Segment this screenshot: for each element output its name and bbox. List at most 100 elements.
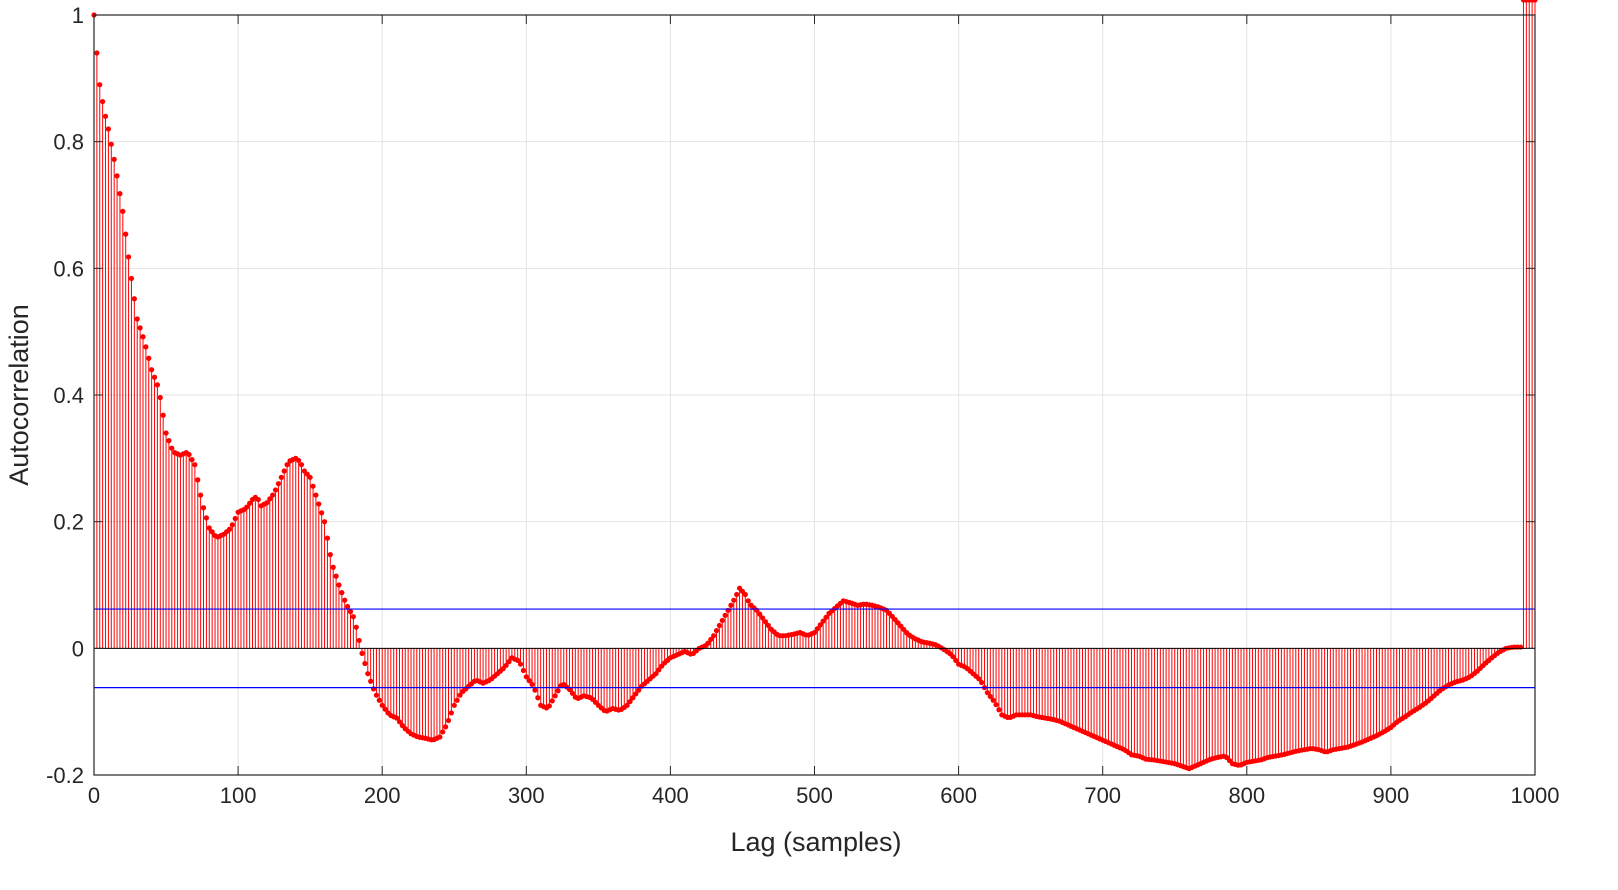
axes-frame xyxy=(93,14,1536,776)
x-tick-label: 1000 xyxy=(1511,783,1560,808)
stem-marker xyxy=(817,622,823,628)
stem-marker xyxy=(203,515,209,521)
stem-marker xyxy=(313,492,319,498)
stem-marker xyxy=(278,474,284,480)
stem-marker xyxy=(330,564,336,570)
stem-marker xyxy=(760,615,766,621)
stem-marker xyxy=(120,208,126,214)
stem-marker xyxy=(232,515,238,522)
stem-marker xyxy=(316,501,322,507)
stem-marker xyxy=(350,614,356,620)
stem-marker xyxy=(762,619,769,625)
stem-marker xyxy=(151,374,158,380)
stem-marker xyxy=(515,657,521,663)
stem-marker xyxy=(267,496,273,502)
stem-marker xyxy=(149,367,155,373)
stem-marker xyxy=(1517,644,1524,650)
stem-marker xyxy=(624,702,630,708)
stem-marker xyxy=(140,334,146,340)
stem-marker xyxy=(376,697,382,703)
stem-marker xyxy=(368,678,374,684)
stem-marker xyxy=(186,451,192,458)
x-tick-label: 100 xyxy=(220,783,257,808)
y-axis-label: Autocorrelation xyxy=(4,304,34,486)
y-tick-label: 0.8 xyxy=(53,130,84,155)
y-tick-label: 0.4 xyxy=(53,383,84,408)
stem-marker xyxy=(517,661,524,667)
stem-marker xyxy=(117,191,123,197)
stem-marker xyxy=(379,702,385,708)
stem-marker xyxy=(996,707,1002,713)
x-tick-label: 300 xyxy=(508,783,545,808)
stem-marker xyxy=(270,492,276,498)
stem-marker xyxy=(131,296,137,302)
stem-marker xyxy=(327,552,333,558)
stem-marker xyxy=(169,445,175,451)
stem-marker xyxy=(552,693,558,699)
stem-marker xyxy=(716,622,722,629)
x-tick-label: 800 xyxy=(1228,783,1265,808)
stem-marker xyxy=(345,603,351,610)
stem-marker xyxy=(523,674,529,680)
stem-marker xyxy=(359,650,365,657)
stems xyxy=(93,0,1536,769)
stem-marker xyxy=(526,678,532,684)
stem-marker xyxy=(229,522,235,528)
stem-marker xyxy=(976,676,982,682)
stem-marker xyxy=(454,697,460,703)
stem-marker xyxy=(353,624,359,630)
stem-marker xyxy=(310,483,316,489)
stem-marker xyxy=(339,590,345,596)
stem-marker xyxy=(324,535,331,541)
stem-marker xyxy=(94,50,100,56)
stem-marker xyxy=(275,481,282,487)
stem-marker xyxy=(102,113,109,119)
stem-marker xyxy=(529,681,535,688)
stem-marker xyxy=(298,462,305,468)
stem-marker xyxy=(569,690,576,696)
tick-labels: 0 100 200 300 400 500 600 700 800 900 1000-0.200.2… xyxy=(46,3,1559,808)
stem-marker xyxy=(319,510,325,516)
stem-marker xyxy=(189,457,195,463)
stem-marker xyxy=(731,597,737,603)
stem-marker xyxy=(742,591,748,598)
stem-marker xyxy=(272,487,279,493)
y-tick-label: 0.6 xyxy=(53,256,84,281)
stem-marker xyxy=(143,344,149,350)
x-tick-label: 200 xyxy=(364,783,401,808)
stem-marker xyxy=(823,614,829,620)
stem-marker xyxy=(734,591,740,598)
stem-marker xyxy=(394,715,400,721)
stem-marker xyxy=(198,492,204,498)
stem-marker xyxy=(321,519,328,525)
stem-marker xyxy=(627,698,633,705)
stem-marker xyxy=(336,582,342,588)
stem-marker xyxy=(653,671,659,677)
stem-marker xyxy=(765,622,771,629)
stem-marker xyxy=(362,660,368,667)
stem-marker xyxy=(555,688,561,694)
stem-marker xyxy=(382,706,388,712)
stem-marker xyxy=(546,703,552,709)
stem-marker xyxy=(111,156,117,162)
stem-marker xyxy=(160,412,166,418)
y-tick-label: 1 xyxy=(72,3,84,28)
stem-marker xyxy=(396,719,403,725)
stem-marker xyxy=(440,729,446,735)
stem-marker xyxy=(437,734,443,740)
stem-marker xyxy=(979,679,985,686)
x-tick-label: 0 xyxy=(88,783,100,808)
stem-marker xyxy=(105,126,112,132)
stem-marker xyxy=(226,526,233,532)
stem-marker xyxy=(636,687,642,693)
stem-marker xyxy=(757,611,763,617)
stem-marker xyxy=(708,636,714,643)
stem-marker xyxy=(200,505,207,511)
stem-marker xyxy=(373,692,380,698)
stem-marker xyxy=(719,617,725,624)
stem-marker xyxy=(711,633,717,639)
stem-marker xyxy=(108,141,114,147)
stem-marker xyxy=(244,504,250,510)
stem-marker xyxy=(745,598,751,604)
